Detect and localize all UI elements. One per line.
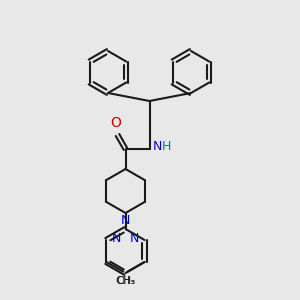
Text: H: H [161,140,171,154]
Text: N: N [121,214,130,227]
Text: N: N [130,232,140,245]
Text: O: O [110,116,121,130]
Text: N: N [111,232,121,245]
Text: CH₃: CH₃ [116,276,135,286]
Text: CH₃: CH₃ [116,276,135,286]
Text: N: N [152,140,162,154]
